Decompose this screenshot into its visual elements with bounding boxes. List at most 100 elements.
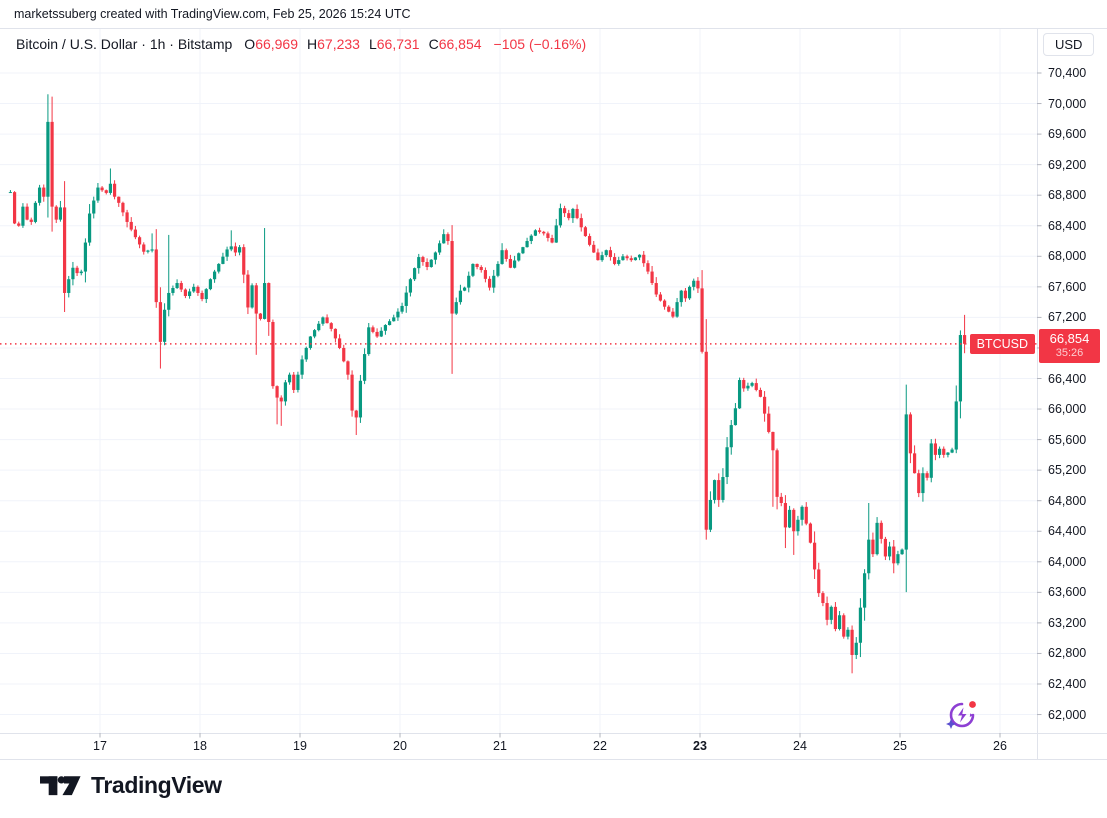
candle-body: [17, 223, 21, 226]
price-change: −105 (−0.16%): [493, 36, 587, 52]
candle-body: [437, 243, 442, 253]
candle-body: [646, 263, 650, 272]
symbol-title[interactable]: Bitcoin / U.S. Dollar · 1h · Bitstamp: [16, 36, 233, 52]
candle-body: [567, 213, 571, 219]
candle-body: [658, 294, 663, 301]
candle-body: [796, 519, 800, 532]
candle-body: [179, 283, 183, 290]
candle-body: [354, 410, 358, 418]
price-tick-label: 64,000: [1048, 554, 1087, 569]
candle-body: [937, 448, 942, 455]
candle-body: [912, 453, 917, 474]
candle-body: [21, 206, 25, 226]
price-tick-label: 64,400: [1048, 524, 1087, 539]
candle-body: [196, 286, 200, 293]
candle-body: [508, 258, 513, 268]
candle-body: [496, 263, 500, 276]
candle-body: [712, 480, 717, 500]
candle-body: [362, 354, 367, 381]
time-tick-label: 23: [693, 739, 707, 753]
candle-body: [117, 196, 121, 203]
candle-body: [692, 280, 696, 287]
candle-body: [254, 285, 258, 314]
candle-body: [317, 323, 321, 331]
candle-body: [358, 380, 363, 418]
candle-body: [333, 328, 338, 339]
candle-body: [192, 286, 196, 292]
candle-body: [871, 539, 875, 555]
candle-body: [625, 256, 629, 259]
candle-body: [454, 302, 458, 314]
candle-body: [475, 263, 479, 267]
candle-body: [46, 121, 50, 197]
candle-body: [746, 385, 750, 389]
candle-body: [25, 206, 29, 220]
currency-toggle-button[interactable]: USD: [1043, 33, 1095, 56]
candle-body: [917, 473, 921, 494]
last-price-axis-label: 66,854 35:26: [1039, 328, 1100, 363]
candle-body: [304, 347, 308, 360]
candle-body: [367, 327, 371, 355]
candle-body: [171, 287, 175, 293]
candle-body: [279, 397, 283, 402]
candle-body: [537, 230, 542, 232]
candle-body: [396, 311, 400, 318]
price-tick-label: 62,800: [1048, 646, 1087, 661]
candle-body: [546, 233, 550, 238]
candle-body: [896, 554, 900, 564]
time-tick-label: 18: [193, 739, 207, 753]
candle-body: [75, 267, 79, 274]
candle-body: [400, 305, 404, 312]
candle-body: [79, 271, 83, 274]
candle-body: [129, 221, 133, 230]
candle-body: [233, 246, 238, 253]
candle-body: [217, 263, 221, 272]
price-tick-label: 69,600: [1048, 127, 1087, 142]
candle-body: [879, 522, 883, 539]
candle-body: [617, 260, 621, 264]
candle-body: [296, 374, 300, 390]
ohlc-close: C66,854: [428, 36, 482, 52]
price-tick-label: 69,200: [1048, 157, 1087, 172]
time-tick-label: 24: [793, 739, 807, 753]
candle-body: [8, 192, 13, 194]
candle-body: [783, 502, 788, 528]
circular-arrow: [949, 702, 975, 728]
tradingview-logo-text: TradingView: [91, 771, 222, 798]
candle-body: [104, 190, 108, 193]
candle-body: [596, 252, 600, 261]
candle-body: [737, 380, 742, 409]
candle-body: [821, 593, 825, 604]
candle-body: [854, 642, 858, 655]
candle-body: [154, 249, 158, 303]
candle-body: [592, 244, 596, 253]
candle-body: [533, 230, 538, 236]
price-tick-label: 67,200: [1048, 310, 1087, 325]
tradingview-logo[interactable]: TradingView: [40, 770, 222, 800]
ohlc-high: H67,233: [307, 36, 360, 52]
candle-body: [608, 250, 613, 258]
candle-body: [925, 473, 929, 478]
candle-body: [875, 522, 879, 555]
ohlc-open: O66,969: [244, 36, 299, 52]
candle-body: [687, 286, 692, 299]
candle-body: [492, 275, 496, 288]
candle-body: [67, 279, 71, 293]
candle-body: [175, 283, 179, 288]
candle-body: [654, 283, 658, 295]
candle-body: [933, 443, 938, 455]
replay-lightning-icon[interactable]: [944, 697, 980, 733]
candle-body: [829, 606, 833, 620]
candle-body: [421, 257, 425, 263]
last-price-value: 66,854: [1049, 330, 1090, 346]
candle-body: [425, 262, 429, 267]
candle-body: [212, 271, 217, 280]
candle-body: [321, 317, 325, 324]
candle-body: [742, 380, 746, 389]
candle-body: [87, 213, 92, 243]
candle-body: [346, 361, 350, 375]
candle-body: [704, 351, 708, 530]
candle-body: [142, 244, 146, 252]
candle-body: [558, 208, 563, 226]
